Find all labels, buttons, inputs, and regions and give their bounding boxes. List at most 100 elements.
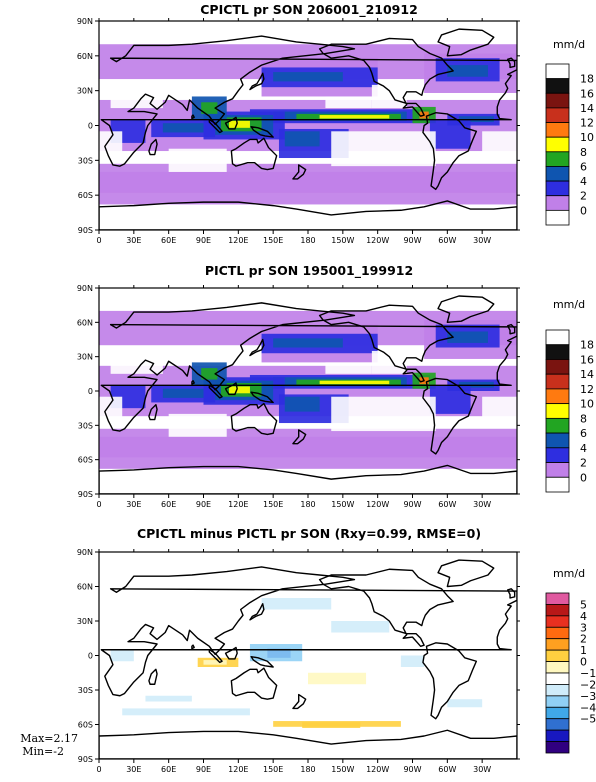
uk-outline: [507, 588, 516, 599]
y-tick-label: 60N: [77, 52, 93, 61]
colorbar-label: 0: [580, 204, 587, 217]
colorbar-label: 0: [580, 656, 587, 669]
panel-pictl: PICTL pr SON 195001_199912 0 30E 60E 90E 120…: [0, 263, 596, 525]
x-tick-label: 60E: [161, 500, 176, 509]
diff-region: [122, 708, 250, 716]
colorbar-label: 0: [580, 471, 587, 484]
colorbar-label: −3: [580, 690, 596, 703]
colorbar-label: 6: [580, 427, 587, 440]
sumatra-outline: [208, 118, 223, 134]
colorbar-units: mm/d: [553, 298, 585, 311]
colorbar-label: 4: [580, 175, 587, 188]
colorbar-cell: [545, 476, 570, 493]
colorbar-cell: [545, 107, 570, 123]
colorbar-label: 5: [580, 598, 587, 611]
new-guinea-outline: [250, 125, 274, 138]
dry-region: [482, 396, 517, 426]
colorbar-cell: [545, 92, 570, 109]
y-tick-label: 0: [88, 652, 93, 661]
chart-title: PICTL pr SON 195001_199912: [205, 263, 413, 279]
x-tick-label: 30W: [473, 500, 491, 509]
colorbar-label: 8: [580, 146, 587, 159]
colorbar-cell: [545, 151, 570, 167]
map-background: [99, 552, 517, 759]
chart-title: CPICTL minus PICTL pr SON (Rxy=0.99, RMS…: [137, 527, 481, 541]
y-tick-label: 30N: [77, 617, 93, 626]
dry-region: [482, 131, 517, 161]
map-clip-group: [99, 21, 517, 230]
y-tick-label: 90S: [78, 226, 93, 235]
x-tick-label: 120W: [366, 765, 389, 774]
diff-region: [331, 621, 390, 633]
dry-region: [325, 362, 372, 374]
new-zealand-outline: [292, 693, 307, 710]
sri-lanka-outline: [191, 114, 195, 120]
colorbar-cell: [545, 604, 570, 617]
diff-region: [145, 695, 192, 702]
diff-region: [400, 655, 425, 667]
sri-lanka-outline: [191, 379, 195, 385]
south-america-outline: [422, 377, 478, 455]
antarctica-outline: [99, 464, 517, 494]
colorbar-label: 10: [580, 131, 594, 144]
x-tick-label: 150W: [331, 765, 354, 774]
borneo-outline: [224, 646, 238, 660]
uk-outline: [507, 57, 516, 69]
japan-outline: [249, 338, 265, 357]
precip-region: [447, 65, 488, 77]
colorbar-cell: [545, 695, 570, 708]
y-tick-label: 90S: [78, 490, 93, 499]
y-tick-label: 0: [88, 122, 93, 131]
x-tick-label: 180: [300, 500, 315, 509]
colorbar-label: 8: [580, 412, 587, 425]
dry-region: [110, 84, 163, 109]
pictl-map-chart: PICTL pr SON 195001_199912 0 30E 60E 90E 120…: [77, 263, 594, 509]
x-tick-label: 30E: [126, 500, 141, 509]
panel-difference: CPICTL minus PICTL pr SON (Rxy=0.99, RMS…: [0, 527, 596, 782]
diff-region: [447, 699, 483, 708]
new-guinea-outline: [250, 655, 274, 668]
x-tick-label: 120E: [228, 500, 248, 509]
south-america-outline: [422, 642, 478, 720]
new-zealand-outline: [292, 429, 307, 445]
colorbar-label: 2: [580, 190, 587, 203]
precip-region: [201, 102, 218, 114]
cpictl-map-chart: CPICTL pr SON 206001_210912 0 30E 60E 90E 12…: [77, 2, 594, 245]
colorbar-cell: [545, 626, 570, 640]
precip-region: [429, 385, 471, 414]
sri-lanka-outline: [191, 644, 195, 650]
antarctica-outline: [99, 200, 517, 230]
colorbar-label: 12: [580, 117, 594, 130]
colorbar-label: 16: [580, 87, 594, 100]
australia-outline: [230, 137, 278, 171]
x-tick-label: 120E: [228, 236, 248, 245]
colorbar-label: −4: [580, 701, 596, 714]
colorbar-label: 14: [580, 368, 594, 381]
sumatra-outline: [208, 384, 223, 399]
y-tick-label: 0: [88, 387, 93, 396]
australia-outline: [230, 667, 278, 700]
precip-region: [284, 131, 320, 147]
map-clip-group: [99, 288, 517, 494]
colorbar-cell: [545, 462, 570, 478]
y-tick-label: 30S: [78, 686, 93, 695]
x-tick-label: 60W: [438, 765, 456, 774]
diff-region: [261, 598, 332, 610]
colorbar-cell: [545, 672, 570, 685]
madagascar-outline: [148, 138, 158, 156]
dry-region: [168, 413, 227, 437]
borneo-outline: [224, 382, 238, 396]
colorbar-cell: [545, 78, 570, 94]
x-tick-label: 60E: [161, 765, 176, 774]
dry-region: [331, 131, 436, 167]
colorbar-cell: [545, 136, 570, 153]
x-tick-label: 90W: [403, 765, 421, 774]
colorbar-label: 10: [580, 398, 594, 411]
colorbar-label: 6: [580, 160, 587, 173]
madagascar-outline: [148, 668, 158, 685]
precip-region: [162, 388, 204, 398]
precip-region: [229, 120, 250, 128]
japan-outline: [249, 603, 265, 621]
min-stat: Min=-2: [22, 745, 64, 758]
x-tick-label: 150W: [331, 236, 354, 245]
